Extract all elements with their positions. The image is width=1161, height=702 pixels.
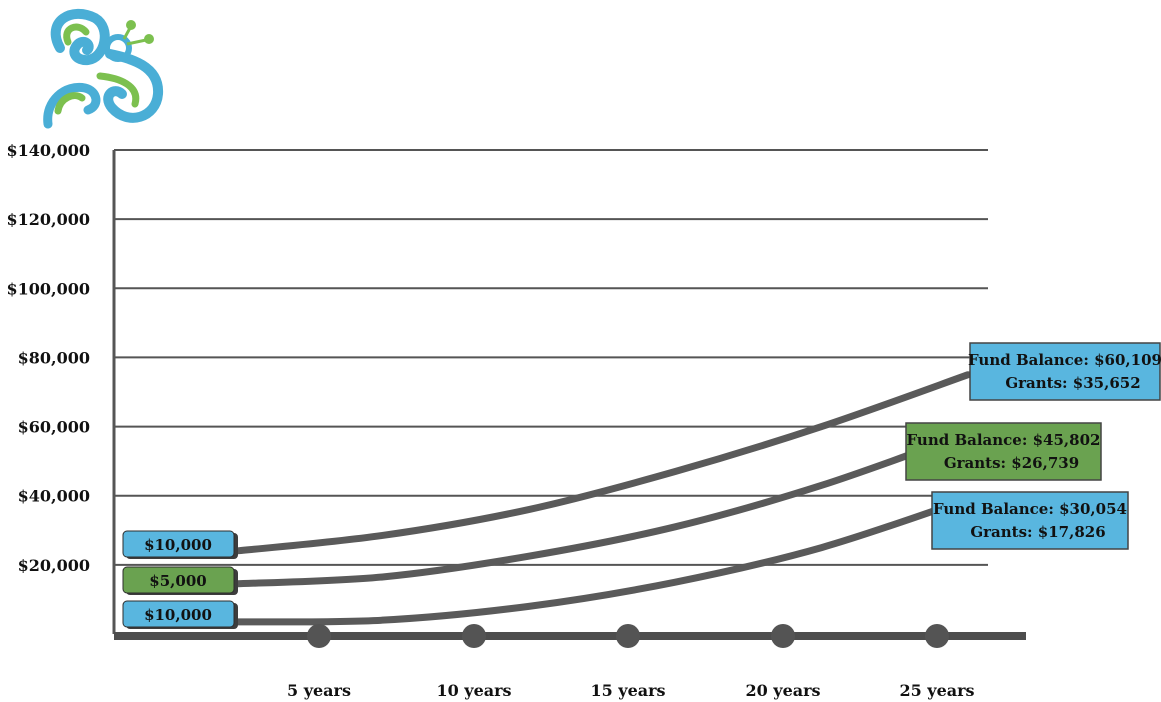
- y-tick-label: $80,000: [18, 348, 90, 367]
- x-tick-marker: [771, 624, 795, 648]
- y-tick-label: $120,000: [7, 210, 91, 229]
- x-tick-marker: [462, 624, 486, 648]
- y-tick-label: $140,000: [7, 141, 91, 160]
- y-tick-label: $60,000: [18, 418, 90, 437]
- x-tick-label: 20 years: [745, 681, 820, 700]
- y-tick-label: $20,000: [18, 556, 90, 575]
- x-tick-label: 25 years: [899, 681, 974, 700]
- fund-balance-label: Fund Balance: $30,054: [933, 500, 1127, 518]
- start-value-box: [122, 566, 235, 594]
- y-tick-label: $40,000: [18, 487, 90, 506]
- x-tick-marker: [925, 624, 949, 648]
- grants-label: Grants: $17,826: [970, 523, 1105, 541]
- end-callout-box: [931, 491, 1129, 550]
- fund-balance-label: Fund Balance: $45,802: [907, 431, 1101, 449]
- x-tick-label: 10 years: [436, 681, 511, 700]
- y-tick-label: $100,000: [7, 279, 91, 298]
- series-line: [232, 371, 972, 555]
- grants-label: Grants: $35,652: [1005, 374, 1140, 392]
- start-value-label: $10,000: [144, 536, 212, 554]
- end-callout-box: [905, 422, 1102, 481]
- start-value-box: [122, 530, 235, 558]
- fund-balance-label: Fund Balance: $60,109: [968, 351, 1161, 369]
- start-value-label: $5,000: [149, 572, 206, 590]
- start-value-box: [122, 600, 235, 628]
- x-tick-label: 15 years: [590, 681, 665, 700]
- end-callout-box: [969, 342, 1161, 401]
- x-tick-marker: [616, 624, 640, 648]
- butterfly-logo: [40, 6, 168, 130]
- start-value-label: $10,000: [144, 606, 212, 624]
- series-line: [232, 429, 972, 588]
- grants-label: Grants: $26,739: [944, 454, 1079, 472]
- x-tick-label: 5 years: [287, 681, 351, 700]
- x-tick-marker: [307, 624, 331, 648]
- series-line: [232, 495, 972, 626]
